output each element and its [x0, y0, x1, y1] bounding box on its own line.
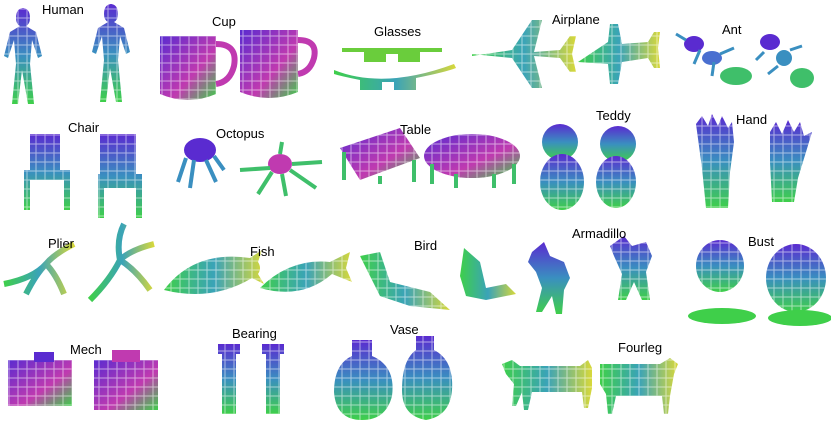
label-glasses: Glasses: [374, 24, 421, 39]
chair-shape: [24, 134, 142, 218]
label-airplane: Airplane: [552, 12, 600, 27]
label-teddy: Teddy: [596, 108, 631, 123]
label-vase: Vase: [390, 322, 419, 337]
label-fish: Fish: [250, 244, 275, 259]
label-hand: Hand: [736, 112, 768, 127]
hand-shape: [696, 114, 812, 208]
label-bearing: Bearing: [232, 326, 277, 341]
vase-shape: [334, 336, 453, 420]
teddy-shape: [540, 124, 636, 210]
label-mech: Mech: [70, 342, 102, 357]
label-table: Table: [400, 122, 432, 137]
airplane-shape: [472, 20, 660, 88]
mech-shape: [8, 350, 158, 410]
ant-shape: [675, 32, 814, 88]
label-bird: Bird: [414, 238, 438, 253]
label-bust: Bust: [748, 234, 775, 249]
bust-shape: [688, 240, 831, 326]
octopus-shape: [176, 138, 323, 197]
bearing-shape: [218, 344, 284, 414]
bird-shape: [360, 248, 516, 310]
label-plier: Plier: [48, 236, 75, 251]
label-human: Human: [42, 2, 84, 17]
label-cup: Cup: [212, 14, 236, 29]
label-ant: Ant: [722, 22, 742, 37]
fish-shape: [164, 250, 352, 294]
label-fourleg: Fourleg: [618, 340, 663, 355]
label-octopus: Octopus: [216, 126, 265, 141]
glasses-shape: [334, 48, 456, 90]
human-shape: [4, 4, 130, 104]
plier-shape: [3, 222, 155, 303]
cup-shape: [160, 30, 318, 100]
label-chair: Chair: [68, 120, 100, 135]
table-shape: [340, 128, 520, 188]
fourleg-shape: [502, 358, 678, 414]
armadillo-shape: [528, 236, 652, 314]
label-armadillo: Armadillo: [572, 226, 627, 241]
